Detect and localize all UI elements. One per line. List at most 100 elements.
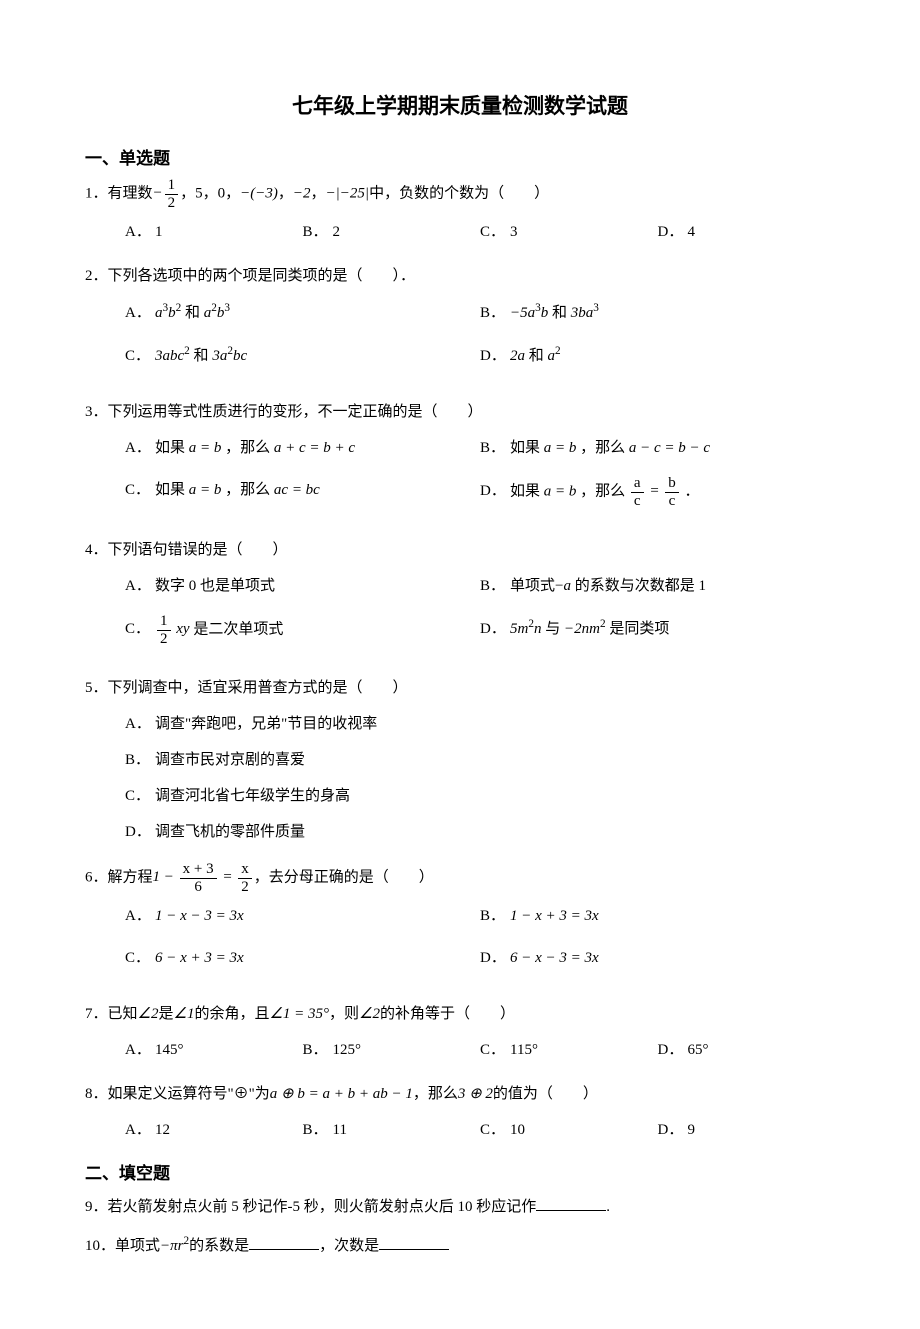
q-number: 2． bbox=[85, 268, 108, 284]
fill-blank bbox=[379, 1234, 449, 1250]
question-stem: 3．下列运用等式性质进行的变形，不一定正确的是（ ） bbox=[85, 397, 835, 427]
opt-label: A． bbox=[125, 901, 155, 931]
math-expr: ∠1 bbox=[174, 1006, 195, 1022]
option-c: C．6 − x + 3 = 3x bbox=[125, 943, 480, 973]
opt-text: 145° bbox=[155, 1042, 184, 1058]
opt-label: B． bbox=[303, 217, 333, 247]
question-1: 1．有理数−12，5，0，−(−3)，−2，−|−25|中，负数的个数为（ ） … bbox=[85, 177, 835, 247]
text: ，那么 bbox=[413, 1086, 458, 1102]
question-4: 4．下列语句错误的是（ ） A．数字 0 也是单项式 B．单项式−a 的系数与次… bbox=[85, 535, 835, 659]
text: 解方程 bbox=[108, 869, 153, 885]
opt-label: B． bbox=[480, 298, 510, 328]
math-expr: a ⊕ b = a + b + ab − 1 bbox=[270, 1086, 413, 1102]
math-expr: 1 − x + 3 = 3x bbox=[510, 908, 599, 924]
opt-label: D． bbox=[125, 817, 155, 847]
opt-label: C． bbox=[125, 475, 155, 505]
math-expr: 1 − x + 36 = x2 bbox=[153, 869, 254, 885]
question-6: 6．解方程1 − x + 36 = x2，去分母正确的是（ ） A．1 − x … bbox=[85, 861, 835, 985]
option-b: B．−5a3b 和 3ba3 bbox=[480, 297, 835, 328]
math-expr: ∠1 = 35° bbox=[269, 1006, 329, 1022]
opt-label: C． bbox=[480, 1115, 510, 1145]
opt-label: A． bbox=[125, 298, 155, 328]
math-expr: −5a3b 和 3ba3 bbox=[510, 305, 599, 321]
opt-label: A． bbox=[125, 571, 155, 601]
question-stem: 4．下列语句错误的是（ ） bbox=[85, 535, 835, 565]
opt-text: 调查河北省七年级学生的身高 bbox=[155, 788, 350, 804]
opt-label: C． bbox=[480, 217, 510, 247]
opt-label: B． bbox=[480, 571, 510, 601]
option-c: C．3 bbox=[480, 217, 658, 247]
options: A．1 B．2 C．3 D．4 bbox=[85, 217, 835, 247]
opt-label: A． bbox=[125, 709, 155, 739]
question-stem: 8．如果定义运算符号"⊕"为a ⊕ b = a + b + ab − 1，那么3… bbox=[85, 1079, 835, 1109]
opt-label: C． bbox=[125, 341, 155, 371]
q-number: 9． bbox=[85, 1199, 108, 1215]
option-d: D．9 bbox=[658, 1115, 836, 1145]
opt-label: B． bbox=[125, 745, 155, 775]
option-d: D．2a 和 a2 bbox=[480, 340, 835, 371]
text: 如果定义运算符号"⊕"为 bbox=[108, 1086, 270, 1102]
text: 有理数 bbox=[108, 185, 153, 201]
text: 已知 bbox=[108, 1006, 138, 1022]
option-b: B．1 − x + 3 = 3x bbox=[480, 901, 835, 931]
opt-label: D． bbox=[658, 217, 688, 247]
opt-label: A． bbox=[125, 433, 155, 463]
options: A．1 − x − 3 = 3x B．1 − x + 3 = 3x C．6 − … bbox=[85, 901, 835, 985]
opt-text: 4 bbox=[688, 224, 696, 240]
q-number: 7． bbox=[85, 1006, 108, 1022]
option-d: D．如果 a = b ，那么 ac = bc ． bbox=[480, 475, 835, 509]
opt-text: 调查"奔跑吧，兄弟"节目的收视率 bbox=[155, 716, 377, 732]
math-expr: 6 − x − 3 = 3x bbox=[510, 950, 599, 966]
text: 的值为（ ） bbox=[493, 1086, 598, 1102]
question-10: 10．单项式−πr2的系数是，次数是 bbox=[85, 1230, 835, 1261]
opt-label: D． bbox=[480, 476, 510, 506]
q-number: 8． bbox=[85, 1086, 108, 1102]
options: A．调查"奔跑吧，兄弟"节目的收视率 B．调查市民对京剧的喜爱 C．调查河北省七… bbox=[85, 709, 835, 847]
opt-label: D． bbox=[658, 1035, 688, 1065]
question-9: 9．若火箭发射点火前 5 秒记作-5 秒，则火箭发射点火后 10 秒应记作. bbox=[85, 1192, 835, 1222]
text: ，5，0， bbox=[180, 185, 240, 201]
opt-text: 5m2n 与 −2nm2 是同类项 bbox=[510, 621, 669, 637]
opt-text: 115° bbox=[510, 1042, 538, 1058]
option-a: A．数字 0 也是单项式 bbox=[125, 571, 480, 601]
math-expr: −πr2 bbox=[160, 1238, 189, 1254]
options: A．145° B．125° C．115° D．65° bbox=[85, 1035, 835, 1065]
opt-label: B． bbox=[480, 901, 510, 931]
text: 中，负数的个数为（ ） bbox=[369, 185, 549, 201]
opt-label: C． bbox=[480, 1035, 510, 1065]
question-2: 2．下列各选项中的两个项是同类项的是（ ）． A．a3b2 和 a2b3 B．−… bbox=[85, 261, 835, 383]
option-c: C．10 bbox=[480, 1115, 658, 1145]
section-1-header: 一、单选题 bbox=[85, 144, 835, 169]
opt-text: 10 bbox=[510, 1122, 525, 1138]
question-stem: 2．下列各选项中的两个项是同类项的是（ ）． bbox=[85, 261, 835, 291]
fill-blank bbox=[249, 1234, 319, 1250]
opt-text: 11 bbox=[333, 1122, 347, 1138]
opt-text: 65° bbox=[688, 1042, 709, 1058]
text: 若火箭发射点火前 5 秒记作-5 秒，则火箭发射点火后 10 秒应记作 bbox=[108, 1199, 537, 1215]
question-5: 5．下列调查中，适宜采用普查方式的是（ ） A．调查"奔跑吧，兄弟"节目的收视率… bbox=[85, 673, 835, 847]
opt-text: 125° bbox=[333, 1042, 362, 1058]
option-a: A．1 bbox=[125, 217, 303, 247]
opt-label: C． bbox=[125, 781, 155, 811]
option-a: A．12 bbox=[125, 1115, 303, 1145]
math-expr: −2 bbox=[293, 185, 311, 201]
math-expr: −12 bbox=[153, 185, 181, 201]
opt-text: 3 bbox=[510, 224, 518, 240]
q-number: 1． bbox=[85, 185, 108, 201]
text: 下列运用等式性质进行的变形，不一定正确的是（ ） bbox=[108, 404, 483, 420]
question-3: 3．下列运用等式性质进行的变形，不一定正确的是（ ） A．如果 a = b ，那… bbox=[85, 397, 835, 521]
option-d: D．调查飞机的零部件质量 bbox=[125, 817, 835, 847]
opt-text: 1 bbox=[155, 224, 163, 240]
text: 是 bbox=[158, 1006, 173, 1022]
math-expr: 1 − x − 3 = 3x bbox=[155, 908, 244, 924]
opt-label: B． bbox=[303, 1035, 333, 1065]
opt-label: A． bbox=[125, 1035, 155, 1065]
text: 下列各选项中的两个项是同类项的是（ ）． bbox=[108, 268, 416, 284]
option-a: A．调查"奔跑吧，兄弟"节目的收视率 bbox=[125, 709, 835, 739]
math-expr: a3b2 和 a2b3 bbox=[155, 305, 230, 321]
opt-text: 调查飞机的零部件质量 bbox=[155, 824, 305, 840]
option-c: C．调查河北省七年级学生的身高 bbox=[125, 781, 835, 811]
math-expr: −(−3) bbox=[240, 185, 278, 201]
option-b: B．如果 a = b ，那么 a − c = b − c bbox=[480, 433, 835, 463]
question-stem: 7．已知∠2是∠1的余角，且∠1 = 35°，则∠2的补角等于（ ） bbox=[85, 999, 835, 1029]
